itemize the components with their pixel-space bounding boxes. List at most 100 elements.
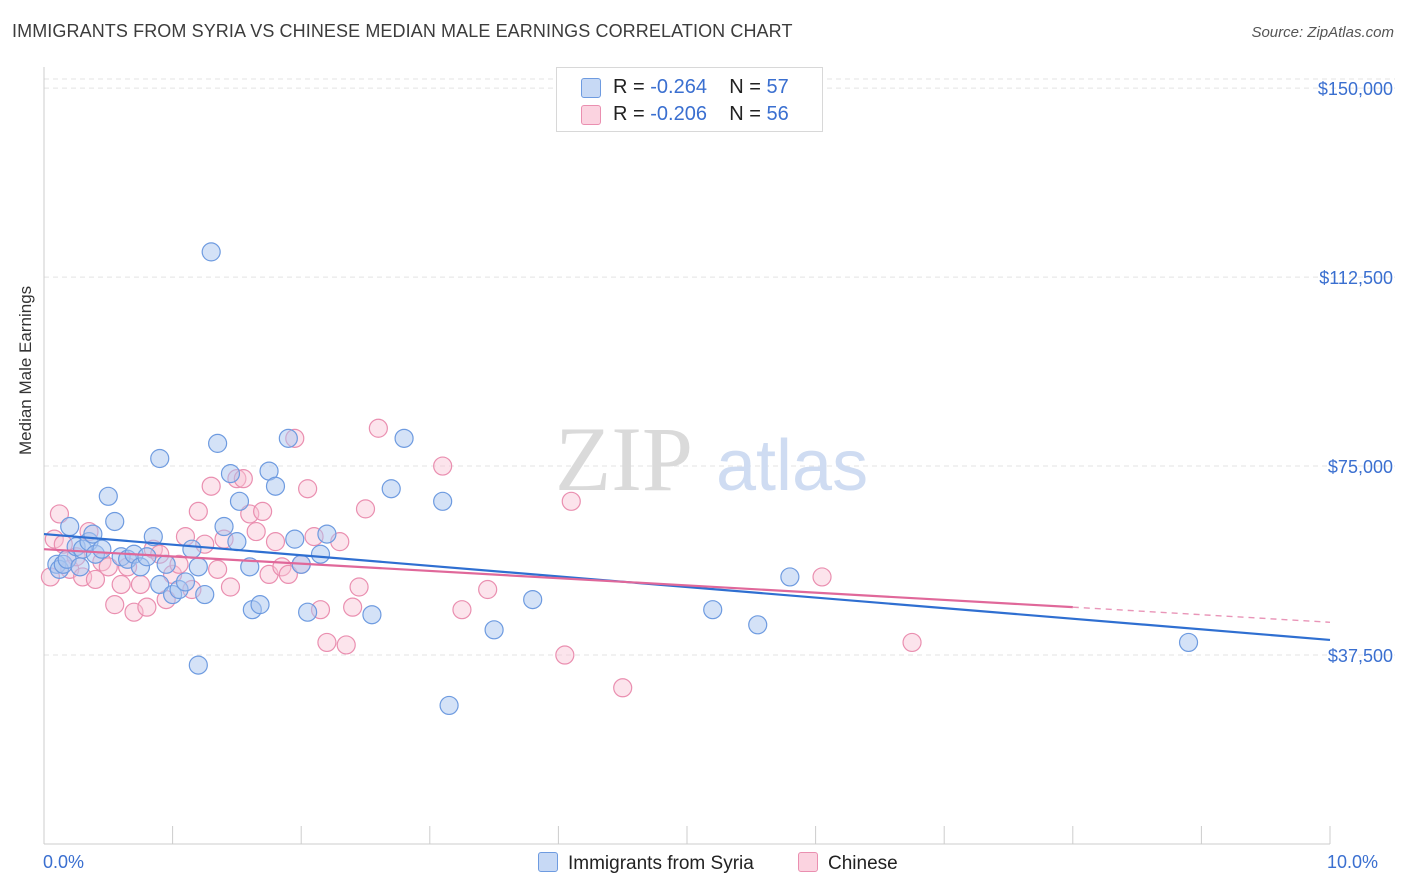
y-tick-labels: $37,500 $75,000 $112,500 $150,000 — [1318, 79, 1393, 666]
r-label-syria: R = — [613, 76, 651, 98]
syria-point-32 — [220, 464, 241, 484]
syria-trend-line — [43, 532, 1331, 642]
legend-bottom-swatch-syria — [538, 852, 558, 872]
syria-point-35 — [240, 557, 260, 577]
chinese-point-29 — [220, 577, 241, 597]
syria-point-56 — [188, 655, 208, 675]
syria-point-12 — [98, 486, 118, 506]
chinese-point-2 — [49, 504, 70, 524]
chinese-point-54 — [555, 645, 575, 665]
syria-point-25 — [175, 572, 196, 592]
syria-point-19 — [143, 527, 163, 547]
n-value-syria: 57 — [766, 76, 789, 98]
syria-point-44 — [310, 544, 331, 564]
source-label: Source: ZipAtlas.com — [1251, 24, 1394, 41]
syria-point-30 — [208, 433, 228, 453]
y-axis-label: Median Male Earnings — [16, 285, 35, 455]
syria-point-54 — [780, 567, 800, 587]
syria-point-52 — [703, 600, 723, 620]
axes — [43, 67, 1331, 845]
chinese-point-26 — [201, 476, 221, 496]
watermark-zip: ZIP — [555, 408, 693, 510]
chinese-point-11 — [105, 595, 125, 615]
syria-point-40 — [278, 428, 298, 448]
chinese-point-8 — [85, 569, 106, 590]
syria-point-11 — [92, 539, 112, 559]
syria-point-43 — [298, 602, 318, 622]
legend-swatch-syria — [581, 78, 601, 98]
chinese-point-46 — [336, 635, 356, 655]
chinese-point-38 — [278, 564, 298, 585]
syria-point-31 — [214, 516, 234, 537]
syria-point-47 — [381, 479, 401, 499]
r-value-syria: -0.264 — [650, 76, 707, 98]
syria-point-18 — [137, 547, 157, 567]
syria-point-22 — [156, 554, 176, 574]
syria-point-50 — [484, 620, 504, 640]
syria-point-48 — [394, 428, 414, 448]
x-tick-max: 10.0% — [1327, 852, 1379, 872]
syria-point-27 — [188, 557, 208, 577]
legend-item-chinese: Chinese — [798, 852, 898, 875]
chinese-point-49 — [355, 499, 376, 519]
chinese-trend-extension — [1072, 606, 1331, 623]
watermark-atlas: atlas — [716, 426, 868, 506]
syria-point-45 — [317, 524, 337, 544]
chinese-point-53 — [478, 579, 498, 600]
syria-point-26 — [182, 539, 202, 559]
x-tick-min: 0.0% — [43, 852, 85, 872]
chinese-point-56 — [613, 678, 633, 698]
r-value-chinese: -0.206 — [650, 103, 707, 125]
syria-point-21 — [150, 448, 170, 469]
chinese-point-27 — [208, 559, 228, 579]
syria-point-6 — [70, 557, 90, 577]
n-label-syria: N = — [729, 76, 767, 98]
chinese-point-12 — [111, 574, 131, 595]
trend-lines — [43, 532, 1331, 642]
syria-point-53 — [748, 615, 768, 635]
r-label-chinese: R = — [613, 103, 651, 125]
chinese-point-16 — [137, 597, 157, 617]
legend-swatch-chinese — [581, 105, 601, 125]
syria-point-34 — [229, 491, 250, 511]
chinese-point-34 — [253, 501, 273, 522]
chinese-point-52 — [452, 600, 472, 620]
chinese-point-44 — [317, 632, 337, 653]
syria-point-20 — [150, 574, 170, 595]
syria-point-29 — [201, 242, 221, 262]
syria-point-39 — [265, 476, 286, 496]
legend-item-syria: Immigrants from Syria — [538, 852, 754, 875]
syria-point-33 — [227, 532, 247, 552]
chart-title: IMMIGRANTS FROM SYRIA VS CHINESE MEDIAN … — [12, 21, 793, 41]
chinese-trend-line — [43, 548, 1073, 609]
chinese-point-41 — [298, 479, 318, 499]
syria-point-57 — [439, 695, 459, 716]
legend-label-chinese: Chinese — [828, 853, 898, 874]
syria-point-55 — [1178, 632, 1199, 653]
syria-point-13 — [105, 511, 125, 532]
syria-point-46 — [362, 605, 382, 625]
chinese-point-10 — [98, 557, 118, 577]
syria-points — [47, 242, 1199, 716]
y-tick-label-0: $37,500 — [1328, 646, 1393, 666]
chinese-point-24 — [188, 501, 208, 522]
syria-point-49 — [433, 491, 453, 511]
chinese-point-33 — [246, 521, 266, 542]
chinese-point-36 — [265, 532, 286, 552]
chinese-point-57 — [812, 567, 832, 587]
correlation-legend: R = -0.264 N = 57 R = -0.206 N = 56 — [556, 67, 823, 132]
y-tick-label-3: $150,000 — [1318, 79, 1393, 99]
syria-point-4 — [60, 516, 80, 537]
y-tick-label-1: $75,000 — [1328, 457, 1393, 477]
syria-point-51 — [523, 589, 543, 610]
syria-point-41 — [285, 529, 305, 549]
legend-label-syria: Immigrants from Syria — [568, 853, 754, 874]
chinese-point-51 — [433, 456, 453, 476]
n-label-chinese: N = — [729, 103, 767, 125]
legend-bottom-swatch-chinese — [798, 852, 818, 872]
n-value-chinese: 56 — [766, 103, 789, 125]
chinese-point-48 — [349, 577, 369, 597]
chinese-point-14 — [124, 602, 144, 622]
chinese-point-47 — [343, 597, 363, 617]
